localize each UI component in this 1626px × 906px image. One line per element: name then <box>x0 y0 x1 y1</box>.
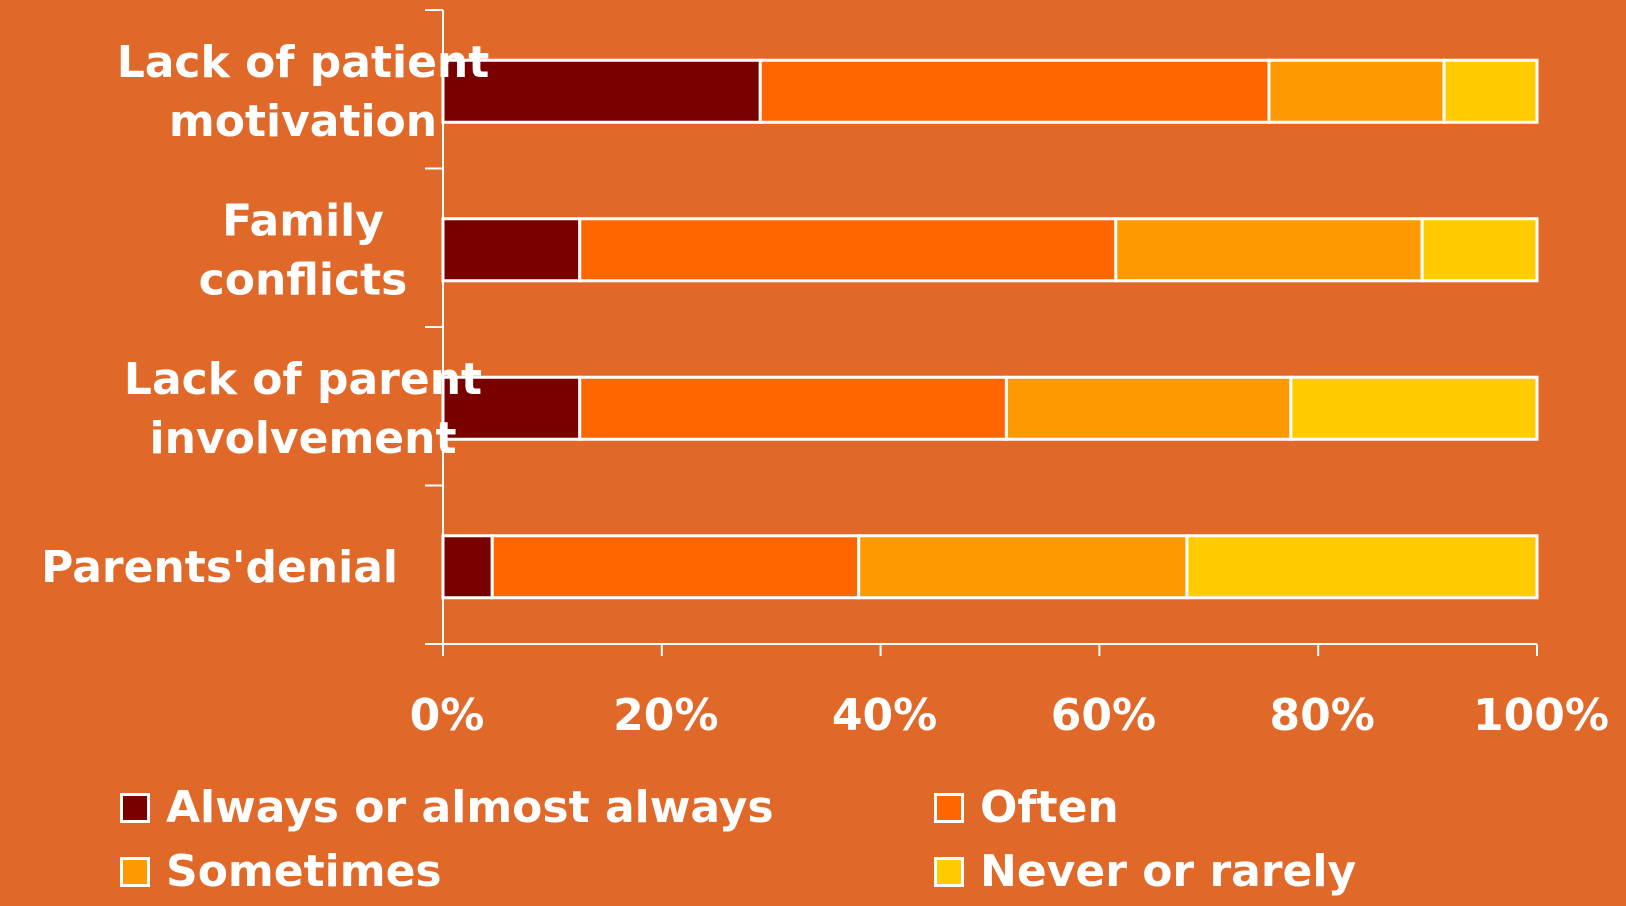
bar-segment <box>441 58 762 124</box>
legend-swatch-always <box>120 793 150 823</box>
bar-segment <box>578 217 1118 283</box>
x-tick-label: 100% <box>1473 690 1609 741</box>
legend-label-always: Always or almost always <box>166 782 774 833</box>
bar-segment <box>1420 217 1539 283</box>
x-tick-label: 80% <box>1270 690 1375 741</box>
bar-segment <box>857 534 1189 600</box>
legend-item-never: Never or rarely <box>934 850 1356 894</box>
category-label: Lack of patient motivation <box>117 37 490 147</box>
bar-segment <box>1004 375 1293 441</box>
legend: Always or almost always Often Sometimes … <box>120 786 1600 906</box>
legend-item-always: Always or almost always <box>120 786 774 830</box>
x-tick-label: 40% <box>832 690 937 741</box>
category-label: Parents'denial <box>41 542 398 593</box>
legend-swatch-sometimes <box>120 857 150 887</box>
legend-swatch-often <box>934 793 964 823</box>
bar-segment <box>1185 534 1539 600</box>
legend-swatch-never <box>934 857 964 887</box>
category-label: Family conflicts <box>199 195 408 305</box>
stacked-bar-chart: 0% 20% 40% 60% 80% 100% Lack of patient motivat… <box>41 9 1609 741</box>
x-tick-label: 20% <box>613 690 718 741</box>
bar-segment <box>1267 58 1446 124</box>
bar-segment <box>1442 58 1539 124</box>
legend-item-often: Often <box>934 786 1119 830</box>
legend-item-sometimes: Sometimes <box>120 850 442 894</box>
x-tick-label: 60% <box>1051 690 1156 741</box>
bar-segment <box>758 58 1271 124</box>
legend-label-sometimes: Sometimes <box>166 846 442 897</box>
legend-label-often: Often <box>980 782 1119 833</box>
bar-segment <box>441 217 582 283</box>
x-tick-label: 0% <box>410 690 485 741</box>
bar-segment <box>1289 375 1539 441</box>
category-label: Lack of parent involvement <box>124 354 482 464</box>
legend-label-never: Never or rarely <box>980 846 1357 897</box>
bar-segment <box>578 375 1008 441</box>
bar-segment <box>1114 217 1424 283</box>
bar-segment <box>490 534 861 600</box>
bar-segment <box>441 534 494 600</box>
